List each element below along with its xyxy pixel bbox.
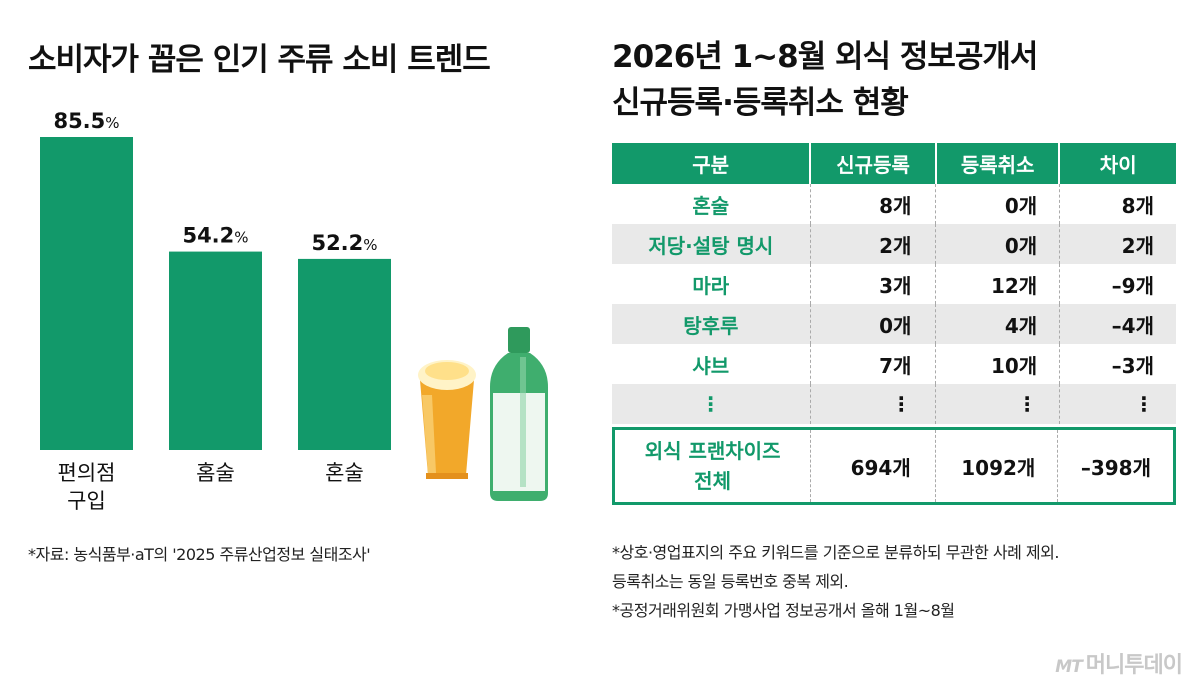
cell-cancel: 0개 [936, 184, 1061, 224]
cell-cancel: 10개 [936, 344, 1061, 384]
cell-diff: –3개 [1111, 353, 1154, 378]
cell-new: 3개 [811, 264, 937, 304]
cell-new: 7개 [811, 344, 937, 384]
table-total-row: 외식 프랜차이즈 전체 694개 1092개 –398개 [612, 427, 1176, 505]
bar-value-label: 54.2% [182, 224, 248, 248]
note-2: 등록취소는 동일 등록번호 중복 제외. [612, 572, 849, 591]
table-title: 2026년 1~8월 외식 정보공개서 신규등록·등록취소 현황 [612, 34, 1038, 126]
table-row: 탕후루 0개 4개 –4개 [612, 304, 1176, 344]
cell-cancel: ⋮ [936, 384, 1061, 424]
header-cancel: 등록취소 [937, 143, 1061, 184]
cell-cancel: 12개 [936, 264, 1061, 304]
category-label: 홈술 [196, 461, 235, 485]
cell-new: 0개 [811, 304, 937, 344]
cell-cancel: 4개 [936, 304, 1061, 344]
data-table: 구분 신규등록 등록취소 차이 혼술 8개 0개 8개 저당·설탕 명시 2개 0개 2개 마라… [612, 143, 1176, 505]
brand-name: 머니투데이 [1085, 653, 1183, 678]
cell-diff: –4개 [1111, 313, 1154, 338]
category-label: 편의점 [58, 461, 116, 485]
cell-new: ⋮ [811, 384, 937, 424]
table-title-line-2: 신규등록·등록취소 현황 [612, 85, 909, 121]
table-notes: *상호·영업표지의 주요 키워드를 기준으로 분류하되 무관한 사례 제외. 등… [612, 538, 1059, 625]
bottle-icon [490, 327, 548, 501]
total-diff: –398개 [1080, 455, 1151, 480]
brand-mark: MT [1055, 657, 1082, 677]
cell-category: 저당·설탕 명시 [612, 224, 811, 264]
cell-category: 탕후루 [612, 304, 811, 344]
header-category: 구분 [612, 143, 812, 184]
category-label: 구입 [67, 489, 106, 513]
cell-category: ⋮ [612, 384, 811, 424]
table-title-line-1: 2026년 1~8월 외식 정보공개서 [612, 39, 1038, 75]
cell-cancel: 0개 [936, 224, 1061, 264]
chart-title: 소비자가 꼽은 인기 주류 소비 트렌드 [28, 42, 491, 78]
brand-logo: MT 머니투데이 [1055, 647, 1183, 679]
bar [169, 251, 262, 450]
beer-glass-icon [418, 360, 476, 479]
cell-new: 8개 [811, 184, 937, 224]
cell-diff: ⋮ [1134, 392, 1154, 416]
table-row: 혼술 8개 0개 8개 [612, 184, 1176, 224]
table-row: 저당·설탕 명시 2개 0개 2개 [612, 224, 1176, 264]
total-cancel: 1092개 [936, 430, 1059, 502]
header-new: 신규등록 [811, 143, 937, 184]
table-row: 샤브 7개 10개 –3개 [612, 344, 1176, 384]
table-row: ⋮ ⋮ ⋮ ⋮ [612, 384, 1176, 424]
cell-diff: –9개 [1111, 273, 1154, 298]
total-label: 외식 프랜차이즈 전체 [615, 430, 812, 502]
chart-source: *자료: 농식품부·aT의 '2025 주류산업정보 실태조사' [28, 545, 371, 564]
bar-value-label: 85.5% [53, 109, 119, 133]
drinks-illustration [418, 327, 548, 501]
total-new: 694개 [811, 430, 936, 502]
bar [40, 137, 133, 450]
category-label: 혼술 [325, 461, 364, 485]
table-row: 마라 3개 12개 –9개 [612, 264, 1176, 304]
cell-new: 2개 [811, 224, 937, 264]
header-diff: 차이 [1099, 153, 1137, 177]
cell-category: 샤브 [612, 344, 811, 384]
cell-category: 마라 [612, 264, 811, 304]
cell-diff: 2개 [1121, 233, 1154, 258]
cell-category: 혼술 [612, 184, 811, 224]
cell-diff: 8개 [1121, 193, 1154, 218]
total-label-line-1: 외식 프랜차이즈 [644, 439, 781, 463]
total-label-line-2: 전체 [694, 469, 731, 493]
note-1: *상호·영업표지의 주요 키워드를 기준으로 분류하되 무관한 사례 제외. [612, 543, 1059, 562]
table-header-row: 구분 신규등록 등록취소 차이 [612, 143, 1176, 184]
note-3: *공정거래위원회 가맹사업 정보공개서 올해 1월~8월 [612, 601, 955, 620]
bar-value-label: 52.2% [311, 231, 377, 255]
bar [298, 258, 391, 450]
